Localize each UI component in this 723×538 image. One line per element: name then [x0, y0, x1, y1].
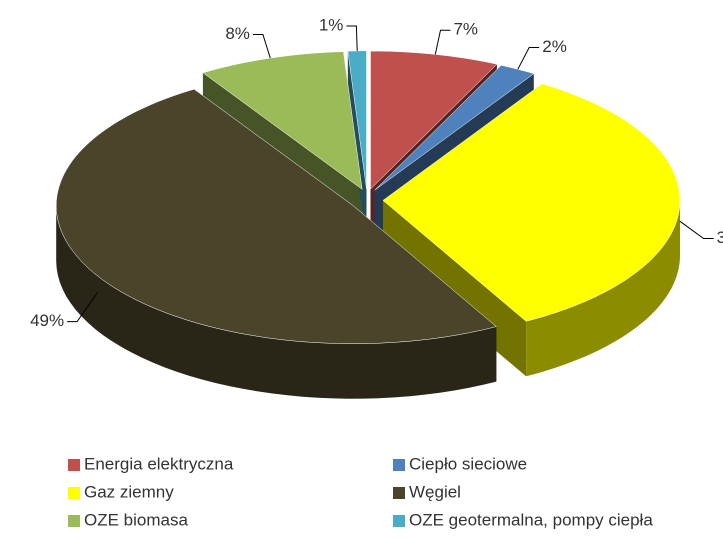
- data-label: 8%: [225, 24, 250, 43]
- leader-line: [67, 292, 99, 323]
- legend-swatch: [393, 487, 405, 499]
- data-label: 1%: [319, 16, 344, 35]
- leader-line: [346, 25, 358, 51]
- legend-swatch: [68, 515, 80, 527]
- slice-face: [347, 51, 367, 244]
- legend-label: Ciepło sieciowe: [409, 454, 527, 473]
- leader-line: [434, 29, 451, 55]
- data-label: 2%: [542, 37, 567, 56]
- legend-label: Gaz ziemny: [84, 482, 174, 501]
- leader-line: [252, 34, 271, 59]
- data-label: 33%: [717, 228, 723, 247]
- data-label: 49%: [30, 311, 64, 330]
- slice: [56, 88, 497, 344]
- legend-swatch: [68, 487, 80, 499]
- legend-label: Energia elektryczna: [84, 454, 234, 473]
- legend-label: Węgiel: [409, 482, 461, 501]
- slice-side: [526, 200, 680, 377]
- leader-line: [679, 220, 714, 239]
- legend-swatch: [393, 515, 405, 527]
- legend-label: OZE geotermalna, pompy ciepła: [409, 510, 653, 529]
- slice: [382, 83, 681, 322]
- legend-swatch: [68, 459, 80, 471]
- legend-swatch: [393, 459, 405, 471]
- legend-label: OZE biomasa: [84, 510, 188, 529]
- leader-line: [517, 47, 540, 70]
- data-label: 7%: [453, 20, 478, 39]
- slice-side: [56, 205, 497, 399]
